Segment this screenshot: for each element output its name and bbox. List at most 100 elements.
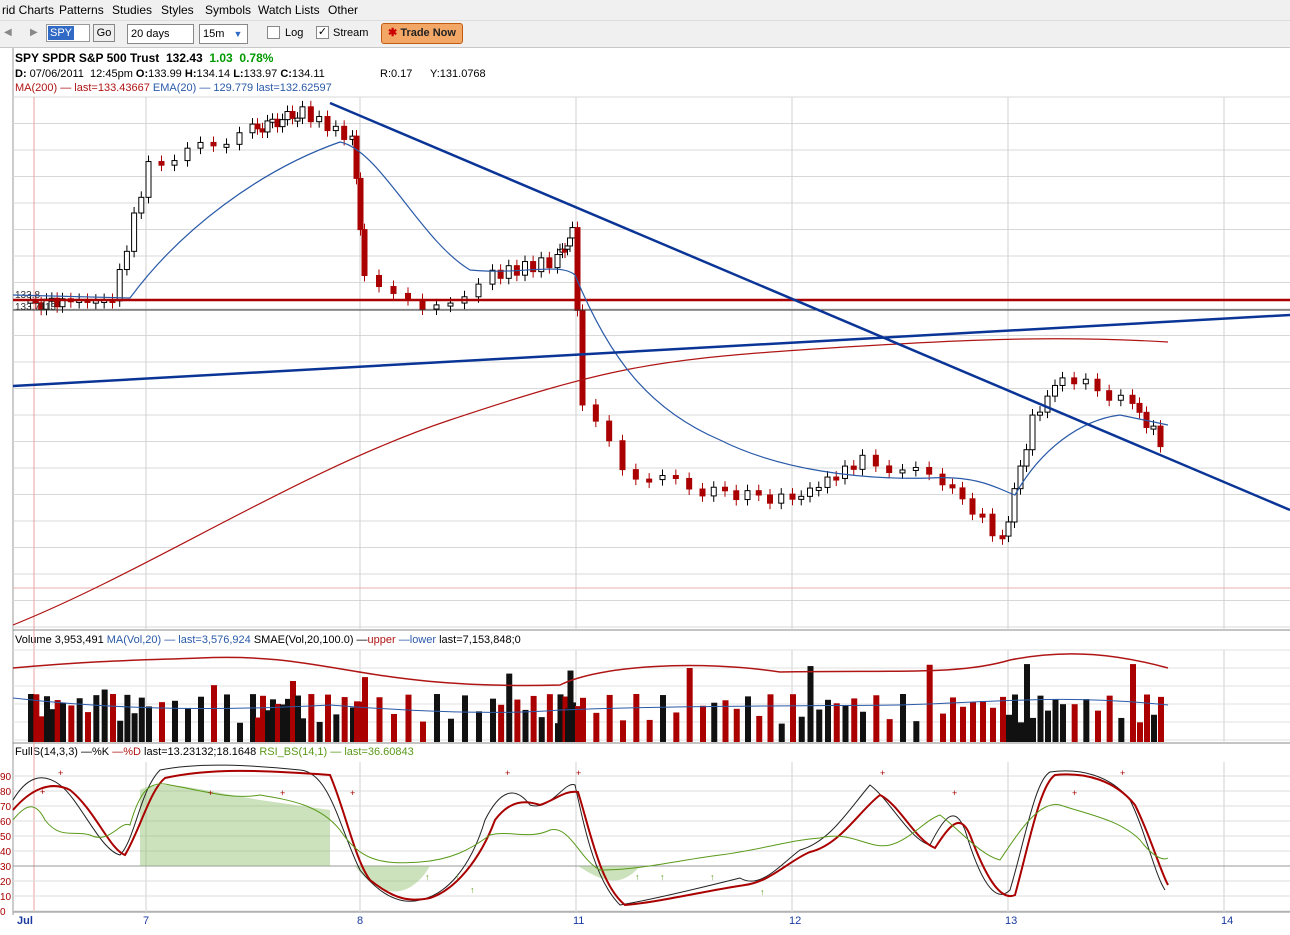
stoch-oversold-fill xyxy=(578,866,640,881)
price-candle xyxy=(557,249,563,256)
price-candle xyxy=(197,141,204,149)
price-candle xyxy=(54,297,61,308)
volume-title: Volume 3,953,491 xyxy=(15,634,104,646)
trade-now-button[interactable]: ✱ Trade Now xyxy=(381,23,463,44)
volume-bar xyxy=(85,712,91,742)
price-candle xyxy=(489,269,496,285)
volume-bar xyxy=(686,668,693,742)
volume-bar xyxy=(275,703,281,742)
menu-other[interactable]: Other xyxy=(328,3,359,17)
price-candle xyxy=(579,309,586,406)
volume-bar xyxy=(405,694,412,742)
price-candle xyxy=(733,490,740,501)
date-label: D: xyxy=(15,68,27,80)
volume-bar xyxy=(530,695,537,742)
price-candle xyxy=(76,298,83,303)
menu-symbols[interactable]: Symbols xyxy=(205,3,252,17)
scroll-right-icon[interactable]: ▶ xyxy=(30,27,38,38)
menu-watch-lists[interactable]: Watch Lists xyxy=(258,3,320,17)
volume-bar xyxy=(490,698,496,742)
volume-bar xyxy=(711,702,718,742)
volume-bar xyxy=(990,707,996,742)
volume-bar xyxy=(825,699,831,742)
price-candle xyxy=(513,265,520,276)
open-label: O: xyxy=(135,68,149,80)
volume-bar xyxy=(93,695,100,742)
volume-bar xyxy=(376,697,383,742)
volume-bar xyxy=(960,706,966,742)
price-candle xyxy=(755,490,762,496)
price-candle xyxy=(619,440,626,471)
price-candle xyxy=(67,298,74,303)
price-candle xyxy=(1023,449,1030,467)
stoch-tick-label: 0 xyxy=(0,907,6,918)
log-checkbox[interactable] xyxy=(267,26,280,39)
volume-bar xyxy=(117,720,124,742)
price-candle xyxy=(505,265,512,279)
price-candle xyxy=(886,465,893,474)
volume-bar xyxy=(913,721,920,742)
stream-checkbox[interactable]: ✓ xyxy=(316,26,329,39)
price-candle xyxy=(38,302,45,310)
volume-bar xyxy=(250,694,256,742)
menu-charts[interactable]: rid Charts xyxy=(2,3,55,17)
volume-bar xyxy=(733,708,740,742)
rsi-last: — last=36.60843 xyxy=(330,746,414,758)
volume-bar xyxy=(673,712,680,742)
price-candle xyxy=(447,302,454,307)
price-candle xyxy=(171,160,178,166)
sell-signal-marker: + xyxy=(58,768,63,778)
volume-bar xyxy=(38,716,45,742)
volume-bar xyxy=(562,696,569,742)
volume-bar xyxy=(265,710,271,742)
volume-bar xyxy=(1060,704,1066,742)
symbol-input[interactable]: SPY xyxy=(46,24,90,42)
header-last: 132.43 xyxy=(165,51,203,65)
price-candle xyxy=(959,487,966,500)
volume-bar xyxy=(606,694,613,742)
price-candle xyxy=(109,299,116,304)
menu-styles[interactable]: Styles xyxy=(161,3,194,17)
volume-bar xyxy=(833,703,840,742)
price-candle xyxy=(778,493,785,504)
volume-bar xyxy=(146,706,152,742)
volume-bar xyxy=(1106,695,1113,742)
volume-bar xyxy=(285,698,291,742)
volume-bar xyxy=(886,719,893,742)
sell-signal-marker: + xyxy=(576,768,581,778)
volume-bar xyxy=(1151,714,1157,742)
price-candle xyxy=(912,466,919,471)
price-candle xyxy=(236,132,243,145)
menu-patterns[interactable]: Patterns xyxy=(59,3,104,17)
ma200-legend: MA(200) — last=133.43667 xyxy=(15,82,150,94)
price-candle xyxy=(722,486,728,492)
header-change: 1.03 xyxy=(209,51,233,65)
uptrend-line xyxy=(12,313,1290,388)
price-candle xyxy=(279,119,286,128)
price-candle xyxy=(807,487,813,497)
price-candle xyxy=(564,245,571,250)
stoch-tick-label: 40 xyxy=(0,847,12,858)
price-candle xyxy=(116,269,123,302)
volume-bar xyxy=(350,707,356,742)
volume-bar xyxy=(940,713,946,742)
period-select[interactable]: 20 days xyxy=(127,24,194,44)
scroll-left-icon[interactable]: ◀ xyxy=(4,27,12,38)
volume-bar xyxy=(1137,722,1143,742)
menu-studies[interactable]: Studies xyxy=(112,3,153,17)
price-candle xyxy=(567,237,573,247)
go-button[interactable]: Go xyxy=(93,24,115,42)
volume-bar xyxy=(646,719,653,742)
price-candle xyxy=(419,299,426,310)
price-candle xyxy=(461,296,468,304)
interval-select[interactable]: 15m ▼ xyxy=(199,24,248,44)
volume-bar xyxy=(316,721,323,742)
sell-signal-marker: + xyxy=(40,787,45,797)
volume-bar xyxy=(633,694,640,742)
price-candle xyxy=(546,257,553,269)
price-candle xyxy=(969,498,976,515)
volume-bar xyxy=(44,696,50,742)
volume-bar xyxy=(270,699,276,742)
price-candle xyxy=(559,248,566,253)
